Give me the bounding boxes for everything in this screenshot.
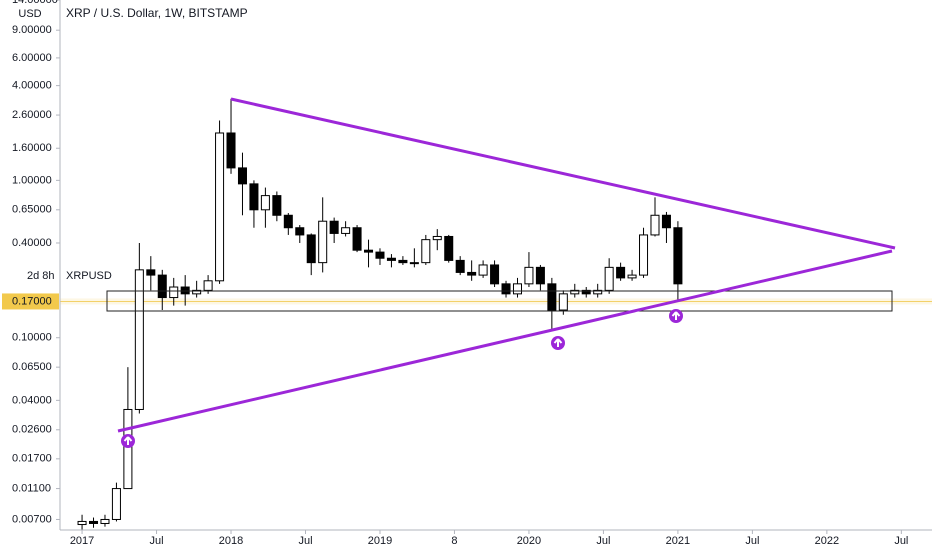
axes: 14.00000 9.00000 6.00000 4.00000 2.60000 1.60… (2, 0, 908, 547)
x-tick-label: Jul (745, 535, 759, 547)
candle-body (283, 214, 293, 229)
candle-body (616, 266, 626, 279)
y-tick-label: 9.00000 (12, 24, 52, 36)
x-tick-label: Jul (596, 535, 610, 547)
price-axis-bg (0, 0, 60, 550)
upper-trendline (230, 97, 896, 250)
y-tick-label: 0.02600 (12, 424, 52, 436)
candle-body (593, 289, 603, 295)
candle-body (409, 262, 419, 265)
candle-body (123, 408, 133, 490)
candle-body (318, 220, 328, 264)
candle-body (77, 520, 87, 526)
candle-body (192, 289, 202, 295)
candle-body (501, 283, 511, 295)
candle-body (604, 266, 614, 291)
candle-body (524, 266, 534, 285)
x-tick-label: 2017 (70, 535, 94, 547)
lower-trendline (117, 249, 893, 433)
x-tick-label: 2020 (517, 535, 541, 547)
x-tick-label: 2022 (815, 535, 839, 547)
candle-body (329, 220, 339, 234)
candle-body (111, 488, 121, 520)
candle-body (661, 214, 671, 229)
arrow-up-icon (669, 309, 683, 323)
y-tick-label: 14.00000 (12, 0, 58, 6)
y-tick-label: 4.00000 (12, 80, 52, 92)
candle-body (432, 235, 442, 241)
countdown: 2d 8h (27, 270, 55, 282)
candle-body (89, 520, 99, 524)
price-unit: USD (18, 8, 41, 20)
candle-body (455, 259, 465, 273)
y-tick-label: 0.10000 (12, 332, 52, 344)
y-tick-label: 0.65000 (12, 204, 52, 216)
candle-body (558, 293, 568, 311)
x-tick-label: 2021 (666, 535, 690, 547)
plot-area (60, 98, 932, 530)
candle-body (134, 269, 144, 410)
price-band (60, 298, 932, 305)
arrow-up-icon (121, 434, 135, 448)
candle-body (180, 286, 190, 295)
price-label-bg (2, 293, 59, 310)
candle-body (364, 249, 374, 253)
candle-body (421, 239, 431, 264)
y-tick-label: 1.00000 (12, 174, 52, 186)
candle-body (249, 183, 259, 211)
candle-body (627, 274, 637, 279)
y-tick-label: 0.01100 (12, 482, 51, 494)
x-tick-label: Jul (150, 535, 164, 547)
x-tick-label: 8 (451, 535, 457, 547)
symbol-label: XRPUSD (66, 270, 112, 282)
candle-body (169, 286, 179, 299)
y-tick-label: 0.06500 (12, 361, 52, 373)
candle-body (295, 227, 305, 236)
y-tick-label: 0.04000 (12, 394, 52, 406)
candle-body (547, 283, 557, 311)
candle-body (226, 132, 236, 169)
y-tick-label: 0.01700 (12, 453, 52, 465)
candle-body (639, 234, 649, 276)
y-tick-label: 0.40000 (12, 237, 52, 249)
x-tick-label: Jul (894, 535, 908, 547)
candle-body (467, 271, 477, 276)
candle-body (581, 289, 591, 295)
candle-body (535, 266, 545, 285)
candle-body (203, 280, 213, 291)
price-label: 0.17000 (12, 295, 52, 307)
candle-body (650, 214, 660, 236)
candle-body (386, 257, 396, 261)
candle-body (490, 264, 500, 285)
y-tick-label: 2.60000 (12, 109, 52, 121)
candle-body (444, 235, 454, 261)
candle-body (306, 234, 316, 264)
candle-body (260, 195, 270, 211)
candle-body (512, 283, 522, 295)
arrow-up-icon (551, 336, 565, 350)
candle-body (673, 227, 683, 285)
x-tick-label: 2018 (219, 535, 243, 547)
y-tick-label: 1.60000 (12, 142, 52, 154)
candle-body (100, 518, 110, 524)
candle-body (146, 269, 156, 276)
candle-body (570, 289, 580, 295)
support-zone (106, 290, 893, 312)
candle-body (157, 274, 167, 299)
candle-body (237, 167, 247, 185)
candle-body (215, 132, 225, 282)
candle-body (375, 251, 385, 259)
x-tick-label: Jul (298, 535, 312, 547)
candle-body (341, 227, 351, 234)
candle-body (398, 259, 408, 264)
y-tick-label: 0.00700 (12, 513, 52, 525)
y-tick-label: 6.00000 (12, 52, 52, 64)
x-tick-label: 2019 (368, 535, 392, 547)
candle-body (352, 227, 362, 251)
chart-title: XRP / U.S. Dollar, 1W, BITSTAMP (66, 6, 248, 20)
candle-body (272, 195, 282, 216)
candle-body (478, 264, 488, 276)
